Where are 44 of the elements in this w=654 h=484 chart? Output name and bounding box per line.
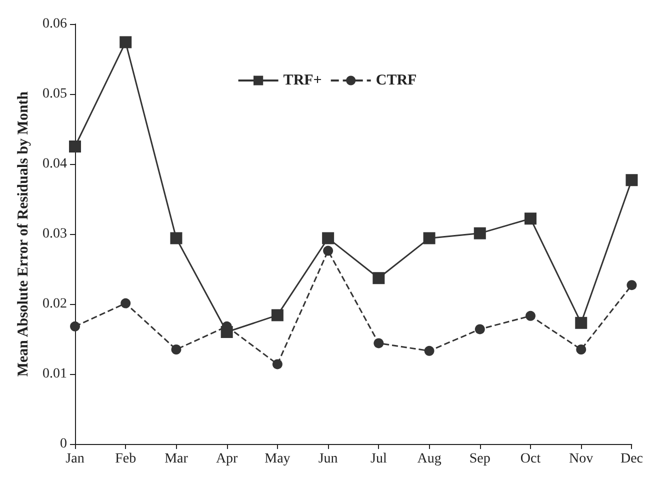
point xyxy=(424,346,434,356)
x-tick-label: Sep xyxy=(469,452,490,466)
point xyxy=(322,232,334,244)
point xyxy=(524,212,537,225)
point xyxy=(170,232,182,244)
point xyxy=(576,344,586,354)
x-tick-label: Mar xyxy=(164,452,188,466)
y-tick-label: 0 xyxy=(60,436,67,452)
x-tick-label: Apr xyxy=(216,452,238,466)
point xyxy=(423,232,436,244)
x-tick-label: Jul xyxy=(370,452,387,466)
point xyxy=(474,227,486,240)
point xyxy=(272,359,282,370)
y-tick-label: 0.05 xyxy=(42,86,67,102)
point xyxy=(271,309,284,322)
point xyxy=(526,310,536,321)
point xyxy=(120,36,132,48)
point xyxy=(372,272,385,284)
x-tick-label: May xyxy=(264,452,290,466)
point xyxy=(120,298,131,308)
point xyxy=(70,321,80,332)
x-tick-label: Feb xyxy=(115,452,136,466)
x-tick-label: Jun xyxy=(318,452,338,466)
x-tick-label: Aug xyxy=(417,452,442,466)
y-tick-label: 0.03 xyxy=(42,226,67,242)
point xyxy=(323,246,334,256)
point xyxy=(474,324,485,334)
y-tick-label: 0.02 xyxy=(42,296,67,312)
point xyxy=(374,338,384,348)
y-tick-label: 0.06 xyxy=(42,16,67,32)
y-tick-label: 0.01 xyxy=(42,366,67,382)
point xyxy=(171,344,182,354)
point xyxy=(626,280,637,290)
legend-label: CTRF xyxy=(376,72,417,88)
y-axis-title: Mean Absolute Error of Residuals by Month xyxy=(16,90,32,377)
y-tick-label: 0.04 xyxy=(42,156,67,172)
point xyxy=(575,316,588,329)
x-tick-label: Dec xyxy=(620,452,644,466)
point xyxy=(626,174,638,186)
legend-label: TRF+ xyxy=(283,72,322,88)
x-tick-label: Jan xyxy=(66,452,84,466)
point xyxy=(69,140,81,152)
x-tick-label: Nov xyxy=(569,452,594,466)
x-tick-label: Oct xyxy=(520,452,541,466)
